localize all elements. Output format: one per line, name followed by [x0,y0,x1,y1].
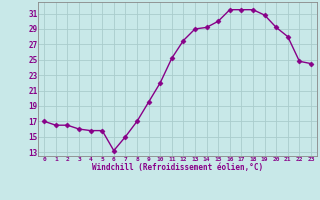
X-axis label: Windchill (Refroidissement éolien,°C): Windchill (Refroidissement éolien,°C) [92,163,263,172]
